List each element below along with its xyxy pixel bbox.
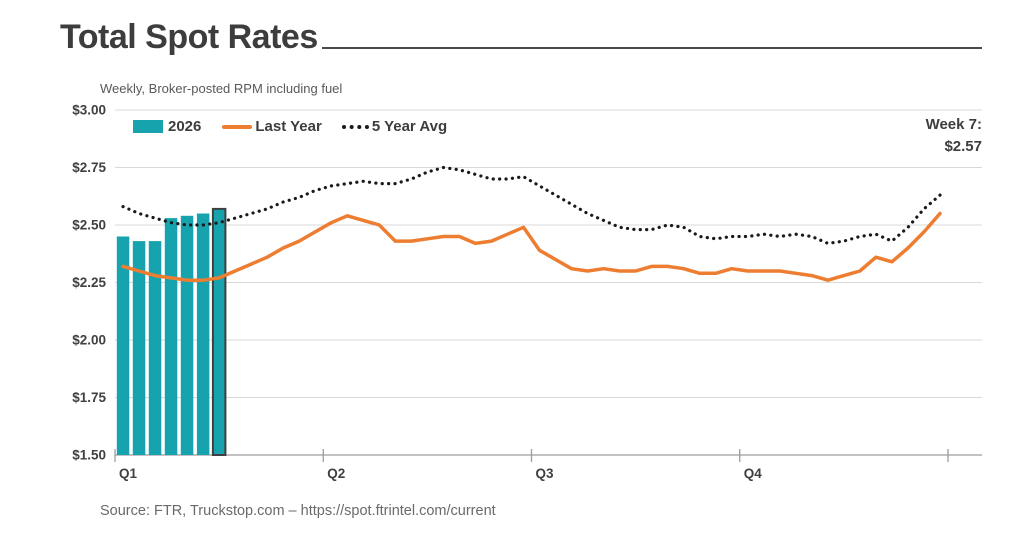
bar-week xyxy=(132,241,146,455)
x-axis-tick-label: Q3 xyxy=(536,466,555,481)
current-week-annotation: Week 7: $2.57 xyxy=(926,114,982,158)
y-axis-tick-label: $2.50 xyxy=(72,218,106,233)
legend-line-last-year-icon xyxy=(222,124,253,129)
legend-label-2026: 2026 xyxy=(168,118,202,135)
bar-week xyxy=(164,218,178,455)
y-axis-tick-label: $3.00 xyxy=(72,103,106,118)
last-year-line xyxy=(121,211,942,282)
bar-week xyxy=(196,213,210,455)
annotation-week-label: Week 7: xyxy=(925,116,982,133)
title-row: Total Spot Rates xyxy=(60,18,982,56)
legend-dots-5yr-avg-icon xyxy=(341,124,369,129)
y-axis-tick-label: $2.25 xyxy=(72,275,106,290)
five-year-avg-line xyxy=(121,165,942,246)
source-note: Source: FTR, Truckstop.com – https://spo… xyxy=(100,503,496,519)
bar-week xyxy=(180,215,194,455)
legend-label-5yr-avg: 5 Year Avg xyxy=(371,118,448,135)
bar-current-week xyxy=(211,207,227,456)
y-axis-tick-label: $1.75 xyxy=(72,390,106,405)
legend-swatch-2026-icon xyxy=(133,120,163,133)
legend-label-last-year: Last Year xyxy=(255,118,322,135)
bar-week xyxy=(116,236,130,455)
title-underline xyxy=(321,46,982,49)
x-axis-tick-label: Q4 xyxy=(744,466,763,481)
chart-legend: 2026 Last Year 5 Year Avg xyxy=(133,118,447,135)
chart-subtitle: Weekly, Broker-posted RPM including fuel xyxy=(100,81,343,96)
y-axis-tick-label: $2.75 xyxy=(72,160,106,175)
x-axis-tick-label: Q1 xyxy=(119,466,138,481)
y-axis-tick-label: $1.50 xyxy=(72,448,106,463)
annotation-week-value: $2.57 xyxy=(944,138,982,155)
y-axis-tick-label: $2.00 xyxy=(72,333,106,348)
x-axis-tick-label: Q2 xyxy=(327,466,345,481)
page-title: Total Spot Rates xyxy=(60,18,318,56)
bar-week xyxy=(148,241,162,455)
